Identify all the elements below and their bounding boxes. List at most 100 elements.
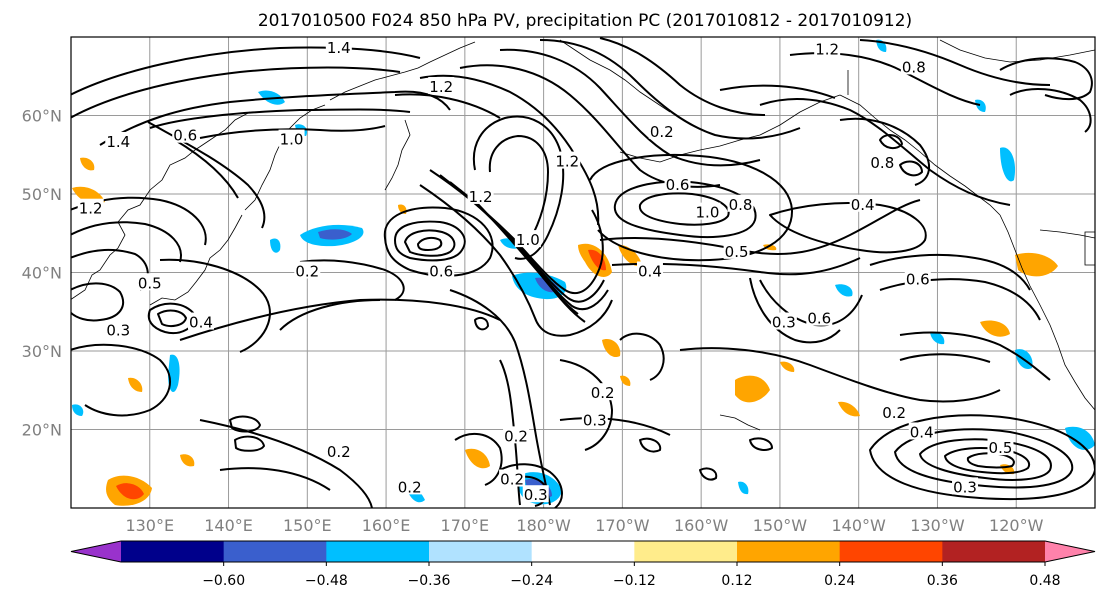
pv-contour-line <box>613 180 757 238</box>
contour-label-background <box>325 37 352 55</box>
contour-label: 0.6 <box>906 270 930 288</box>
contour-label: 0.2 <box>398 478 422 496</box>
contour-label: 0.2 <box>650 123 674 141</box>
precip-patch <box>72 404 84 416</box>
latitude-label: 50°N <box>22 185 62 204</box>
pv-contour-line <box>894 428 1074 489</box>
pv-contour-line <box>159 258 271 353</box>
pv-contour-line <box>383 206 494 277</box>
contour-label-background <box>136 273 163 291</box>
pv-contour-line <box>899 331 1051 381</box>
coastline-kamchatka-east <box>384 119 411 191</box>
contour-label-background <box>428 261 455 279</box>
colorbar-tick-label: 0.24 <box>824 573 855 589</box>
contour-label: 1.0 <box>696 204 720 222</box>
pv-contour-line <box>394 93 501 119</box>
longitude-label: 130°E <box>125 516 174 535</box>
contour-label-background <box>428 77 455 95</box>
contour-label: 0.2 <box>327 443 351 461</box>
latitude-label: 20°N <box>22 421 62 440</box>
colorbar-tick-label: 0.48 <box>1029 573 1060 589</box>
coastline-north-america <box>999 214 1095 411</box>
contour-label: 1.2 <box>469 188 493 206</box>
pv-contour-line <box>417 236 443 251</box>
contour-label-background <box>396 477 423 495</box>
pv-contour-line <box>71 221 182 263</box>
pv-contour-line <box>219 467 331 491</box>
pv-contour-line <box>71 282 125 322</box>
contour-label: 0.5 <box>989 439 1013 457</box>
contour-label: 0.3 <box>524 486 548 504</box>
precip-patch <box>80 157 95 171</box>
pv-contour-line <box>899 160 923 177</box>
pv-contour-line <box>299 259 405 301</box>
contour-label: 1.4 <box>106 133 130 151</box>
pv-contour-line <box>147 302 197 334</box>
longitude-label: 170°E <box>441 516 490 535</box>
contour-label: 0.4 <box>851 196 875 214</box>
colorbar-tick-label: −0.36 <box>408 573 451 589</box>
pv-contour-line <box>71 46 421 96</box>
pv-contour-line <box>539 39 801 140</box>
colorbar-segment <box>121 541 225 562</box>
contour-label-background <box>952 477 979 495</box>
precip-patch <box>975 99 986 112</box>
contour-labels: 1.4 1.2 0.8 1.2 1.0 1.4 0.6 0.2 1.2 0.8 0.6 1.2 1.0 0… <box>77 37 1014 504</box>
contour-label: 1.2 <box>79 200 103 218</box>
pv-contour-line <box>919 438 1052 481</box>
contour-label-background <box>694 202 721 220</box>
pv-contour-line <box>499 48 761 167</box>
coastline-alaska-panhandle <box>839 94 1001 216</box>
longitude-label: 180°W <box>516 516 571 535</box>
coastline-inset <box>1084 231 1095 266</box>
contour-label: 1.0 <box>280 131 304 149</box>
pv-contour-line <box>619 332 665 381</box>
contour-label: 0.6 <box>666 176 690 194</box>
pv-contour-line <box>199 419 373 508</box>
pv-contour-line <box>839 117 930 186</box>
contour-label: 0.2 <box>295 263 319 281</box>
pv-contour-line <box>279 299 381 331</box>
contour-label: 0.2 <box>500 471 524 489</box>
pv-contour-line <box>559 359 613 451</box>
contour-label: 0.8 <box>729 196 753 214</box>
contour-label: 0.5 <box>138 274 162 292</box>
precip-patch <box>980 320 1010 337</box>
longitude-label: 150°E <box>283 516 332 535</box>
pv-contour-line <box>99 90 451 146</box>
colorbar-tick-labels: −0.60 −0.48 −0.36 −0.24 −0.12 0.12 0.24 0.36 0.4… <box>202 562 1061 589</box>
precip-patch <box>930 331 945 345</box>
precip-patch <box>738 481 749 495</box>
colorbar-extend-max <box>1045 541 1095 562</box>
contour-label-background <box>294 261 321 279</box>
pv-contour-line <box>944 447 1030 475</box>
colorbar-tick-label: −0.60 <box>202 573 245 589</box>
contour-label: 0.8 <box>902 58 926 76</box>
longitude-label: 130°W <box>910 516 965 535</box>
pv-contour-line <box>499 463 563 508</box>
pv-contour-line <box>559 417 671 436</box>
contour-label-background <box>522 485 549 503</box>
contour-label-background <box>648 121 675 139</box>
contour-label-background <box>814 39 841 57</box>
coastline-aleutians <box>619 94 841 163</box>
contour-label: 1.4 <box>327 39 351 57</box>
pv-contour-line <box>149 108 411 129</box>
precip-patch <box>838 401 860 417</box>
colorbar-tick-label: 0.36 <box>927 573 958 589</box>
colorbar <box>70 540 1096 563</box>
contour-label: 0.3 <box>772 314 796 332</box>
coastlines <box>71 39 1095 431</box>
contour-label: 1.2 <box>555 153 579 171</box>
pv-contour-line <box>749 277 841 344</box>
longitude-label: 150°W <box>753 516 808 535</box>
precip-patch <box>318 229 352 240</box>
contour-label-background <box>499 469 526 487</box>
contour-label-background <box>503 426 530 444</box>
contour-label-background <box>187 312 214 330</box>
contour-label: 0.3 <box>106 321 130 339</box>
contour-label-background <box>987 438 1014 456</box>
pv-contour-line <box>469 195 586 323</box>
longitude-label: 170°W <box>595 516 650 535</box>
pv-contour-line <box>71 66 401 119</box>
